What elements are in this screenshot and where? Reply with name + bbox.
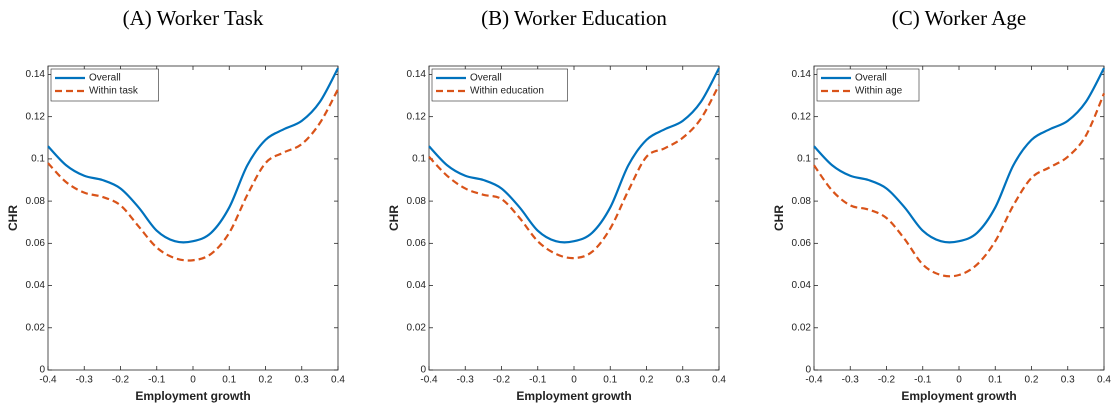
series-line [813, 93, 1106, 278]
legend-label: Overall [89, 73, 121, 84]
x-axis-label: Employment growth [901, 389, 1016, 403]
y-tick-label: 0.02 [792, 322, 812, 333]
x-tick-label: -0.2 [112, 375, 130, 386]
x-tick-label: -0.1 [148, 375, 166, 386]
x-tick-label: 0.3 [295, 375, 309, 386]
y-tick-label: 0.02 [407, 322, 427, 333]
legend-label: Within education [470, 86, 544, 97]
x-tick-label: 0.2 [259, 375, 273, 386]
y-axis-label: CHR [772, 205, 786, 231]
y-tick-label: 0.06 [792, 238, 812, 249]
legend-label: Overall [855, 73, 887, 84]
y-axis-label: CHR [6, 205, 20, 231]
x-tick-label: 0.4 [331, 375, 345, 386]
legend-box [50, 68, 159, 102]
series-line [47, 88, 339, 262]
x-tick-label: -0.3 [76, 375, 94, 386]
plot-area [428, 65, 720, 371]
y-tick-label: 0.08 [407, 196, 427, 207]
series-line [428, 67, 720, 244]
legend-label: Within age [855, 86, 903, 97]
chart-title: (C) Worker Age [892, 6, 1026, 30]
legend-label: Within task [89, 86, 139, 97]
legend-box [816, 68, 920, 102]
y-tick-label: 0.04 [792, 280, 812, 291]
x-tick-label: 0.4 [712, 375, 726, 386]
y-tick-label: 0.12 [407, 111, 427, 122]
y-tick-label: 0.08 [26, 196, 46, 207]
x-tick-label: 0.1 [603, 375, 617, 386]
y-tick-label: 0.06 [26, 238, 46, 249]
x-tick-label: -0.2 [493, 375, 511, 386]
legend-label: Overall [470, 73, 502, 84]
x-tick-label: 0.3 [1061, 375, 1075, 386]
y-tick-label: 0.1 [797, 154, 811, 165]
x-tick-label: 0.1 [988, 375, 1002, 386]
x-tick-label: -0.4 [39, 375, 57, 386]
x-axis-label: Employment growth [135, 389, 250, 403]
x-tick-label: 0 [956, 375, 962, 386]
x-tick-label: -0.4 [420, 375, 438, 386]
x-tick-label: -0.4 [805, 375, 823, 386]
y-tick-label: 0.12 [26, 111, 46, 122]
x-tick-label: 0 [571, 375, 577, 386]
plot-area [47, 65, 339, 371]
y-tick-label: 0.1 [412, 154, 426, 165]
x-tick-label: 0 [190, 375, 196, 386]
y-tick-label: 0.04 [26, 280, 46, 291]
y-tick-label: 0.04 [407, 280, 427, 291]
y-tick-label: 0.06 [407, 238, 427, 249]
chart-title: (A) Worker Task [123, 6, 264, 30]
x-tick-label: 0.2 [640, 375, 654, 386]
x-tick-label: 0.3 [676, 375, 690, 386]
x-tick-label: 0.4 [1097, 375, 1111, 386]
y-tick-label: 0.14 [792, 69, 812, 80]
x-axis-label: Employment growth [516, 389, 631, 403]
y-tick-label: 0.02 [26, 322, 46, 333]
x-tick-label: -0.3 [842, 375, 860, 386]
chart-title: (B) Worker Education [481, 6, 667, 30]
y-tick-label: 0.1 [31, 154, 45, 165]
y-tick-label: 0.14 [407, 69, 427, 80]
x-tick-label: 0.1 [222, 375, 236, 386]
y-tick-label: 0.12 [792, 111, 812, 122]
x-tick-label: -0.1 [529, 375, 547, 386]
plot-area [813, 65, 1105, 371]
y-tick-label: 0 [39, 365, 45, 376]
y-tick-label: 0.08 [792, 196, 812, 207]
y-axis-label: CHR [387, 205, 401, 231]
x-tick-label: 0.2 [1025, 375, 1039, 386]
y-tick-label: 0.14 [26, 69, 46, 80]
y-tick-label: 0 [420, 365, 426, 376]
x-tick-label: -0.3 [457, 375, 475, 386]
series-line [813, 67, 1105, 244]
y-tick-label: 0 [805, 365, 811, 376]
x-tick-label: -0.2 [878, 375, 896, 386]
x-tick-label: -0.1 [914, 375, 932, 386]
legend-box [431, 68, 568, 102]
series-line [47, 67, 339, 244]
